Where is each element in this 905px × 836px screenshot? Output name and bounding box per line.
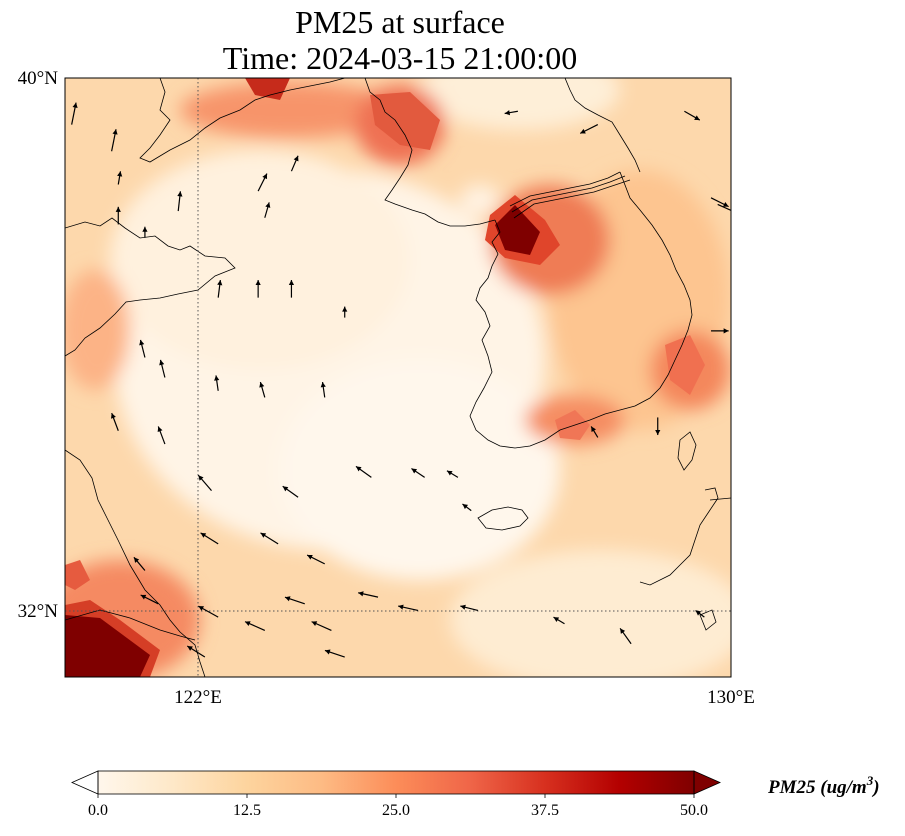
coastline-kyushu <box>639 487 719 586</box>
wind-vector-33 <box>198 605 219 618</box>
wind-vector-39 <box>619 627 632 645</box>
wind-vector-41 <box>462 503 472 512</box>
colorbar-extend-min <box>71 770 99 795</box>
wind-vector-29 <box>284 596 305 605</box>
wind-vector-32 <box>460 604 479 612</box>
wind-vector-18 <box>111 412 119 431</box>
wind-vector-15 <box>214 375 220 391</box>
wind-vector-11 <box>288 280 295 298</box>
coastline-korea <box>469 171 693 449</box>
coastline-liaoning-west <box>139 78 346 163</box>
hotspot-seoul-core <box>495 205 540 255</box>
wind-vector-36 <box>186 645 206 658</box>
coastline-liaodong <box>364 78 496 227</box>
wind-vector-24 <box>200 532 219 545</box>
pm25-hotspots <box>65 78 705 677</box>
border-dmz-1 <box>509 171 621 207</box>
wind-vector-49 <box>504 110 518 116</box>
coastline-korea-east <box>564 78 641 173</box>
lon-tick-122E: 122°E <box>174 687 222 708</box>
wind-vector-38 <box>553 616 565 625</box>
wind-vector-42 <box>590 426 599 438</box>
hotspot-shanghai-core <box>65 615 150 677</box>
map-subtitle-time: Time: 2024-03-15 21:00:00 <box>222 40 578 76</box>
gridlines <box>65 78 731 677</box>
wind-vector-22 <box>355 465 372 478</box>
wind-vector-1 <box>111 129 118 152</box>
wind-vector-17 <box>320 381 326 398</box>
wind-vector-3 <box>177 191 183 212</box>
wind-vector-16 <box>259 381 266 398</box>
wind-vector-48 <box>684 110 701 121</box>
wind-vector-2 <box>117 171 123 185</box>
hotspot-bohai <box>245 78 290 100</box>
wind-vector-8 <box>142 226 148 238</box>
wind-vector-6 <box>264 202 271 218</box>
colorbar-tick-label-2: 25.0 <box>382 802 410 819</box>
wind-vector-0 <box>71 102 78 125</box>
wind-vector-14 <box>159 359 166 378</box>
wind-vector-12 <box>342 306 348 318</box>
lon-tick-130E: 130°E <box>707 687 755 708</box>
colorbar-extend-max <box>693 770 721 795</box>
wind-vector-25 <box>260 532 279 545</box>
wind-vector-30 <box>358 591 379 598</box>
map-title: PM25 at surface <box>295 4 505 40</box>
colorbar: 0.0 12.5 25.0 37.5 50.0 PM25 (ug/m3) <box>71 770 880 819</box>
pm25-field <box>65 78 731 677</box>
coastline-jeju <box>477 506 529 531</box>
wind-vector-19 <box>157 426 166 445</box>
border-dmz-2 <box>511 175 626 213</box>
coastline-kyushu-north <box>709 497 731 501</box>
coastline-shandong <box>65 217 236 357</box>
lat-tick-40N: 40°N <box>18 68 59 89</box>
wind-vector-43 <box>655 417 661 436</box>
island-south <box>699 609 717 631</box>
wind-vector-44 <box>711 328 729 334</box>
hotspot-se-korea <box>665 335 705 395</box>
coastline-jiangsu <box>65 449 206 677</box>
map-frame <box>64 77 732 678</box>
wind-vector-46 <box>710 197 729 208</box>
hotspot-south-coast <box>555 410 590 440</box>
wind-vector-28 <box>140 594 159 605</box>
wind-vector-5 <box>290 155 299 172</box>
hotspot-sw-edge <box>65 560 90 590</box>
wind-vector-26 <box>306 554 326 565</box>
wind-vector-9 <box>217 279 223 298</box>
wind-vector-10 <box>255 280 261 298</box>
wind-vector-27 <box>133 556 146 571</box>
colorbar-tick-label-1: 12.5 <box>233 802 261 819</box>
wind-vector-45 <box>717 203 731 212</box>
coastlines <box>65 78 731 677</box>
colorbar-tick-label-3: 37.5 <box>531 802 559 819</box>
wind-vector-37 <box>324 649 345 658</box>
wind-vector-20 <box>197 474 212 492</box>
colorbar-title: PM25 (ug/m3) <box>767 773 880 798</box>
hotspot-liaodong <box>370 92 440 150</box>
wind-vector-7 <box>115 206 121 225</box>
wind-vectors <box>71 102 731 658</box>
colorbar-gradient <box>98 771 694 794</box>
wind-vector-34 <box>244 621 266 631</box>
wind-vector-47 <box>579 124 599 134</box>
lat-tick-32N: 32°N <box>18 601 59 622</box>
wind-vector-13 <box>139 339 146 358</box>
coastline-yangtze <box>65 609 196 641</box>
wind-vector-21 <box>282 485 299 498</box>
wind-vector-50 <box>446 470 459 478</box>
colorbar-tick-label-0: 0.0 <box>88 802 108 819</box>
wind-vector-31 <box>398 604 419 612</box>
wind-vector-23 <box>411 468 425 478</box>
colorbar-ticks: 0.0 12.5 25.0 37.5 50.0 <box>88 794 708 819</box>
coastline-tsushima <box>677 431 697 471</box>
colorbar-tick-label-4: 50.0 <box>680 802 708 819</box>
wind-vector-35 <box>311 621 332 631</box>
pm25-concentration-layer <box>65 78 731 677</box>
border-dmz-3 <box>513 179 631 219</box>
wind-vector-4 <box>257 173 268 192</box>
wind-vector-40 <box>695 610 705 618</box>
